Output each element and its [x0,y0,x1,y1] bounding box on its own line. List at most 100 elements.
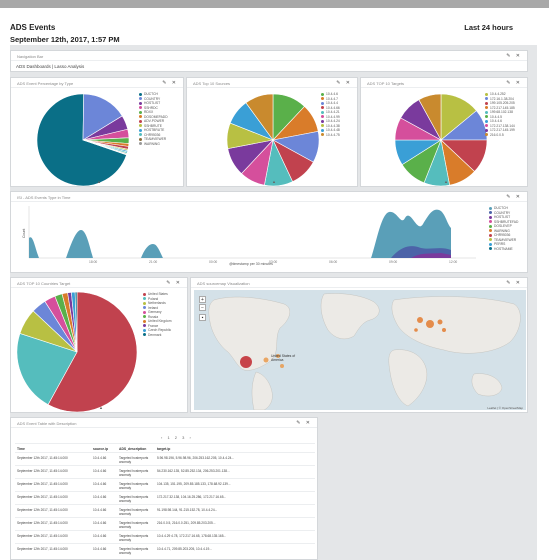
legend-item[interactable]: RDXX [139,110,168,115]
legend-item[interactable]: 172.217.138.144 [485,124,515,129]
legend-item[interactable]: 172.217.145.185 [485,106,515,111]
pie-slice-10-4-4-75[interactable] [245,93,274,141]
legend-item[interactable]: WARNING [489,229,518,234]
col-target[interactable]: target.ip [157,447,171,451]
legend-item[interactable]: 216.0.0.5 [485,133,515,138]
toggle-icon[interactable]: ▲ [97,179,101,184]
table-row[interactable]: September 12th 2017, 11:45:14.000 10.4.4.… [15,478,315,491]
map-marker[interactable] [414,328,418,332]
pagination[interactable]: ‹ 1 2 3 › [161,435,193,440]
legend-item[interactable]: 10.4.4.38 [321,124,340,129]
pie-slice-denmark[interactable] [74,291,78,353]
legend-item[interactable]: France [143,324,171,329]
map-marker[interactable] [442,328,446,332]
fullscreen-icon[interactable]: ▪ [199,314,206,321]
legend-item[interactable]: 172.217.145.199 [485,128,515,133]
legend-item[interactable]: 199.105.205.205 [485,101,515,106]
legend-item[interactable]: 10.4.4.66 [321,106,340,111]
legend-item[interactable]: 10.4.4.24 [321,119,340,124]
edit-icons[interactable]: ✎ ✕ [296,420,312,426]
map-attribution[interactable]: Leaflet | © OpenStreetMap [487,406,523,410]
col-source[interactable]: source.ip [93,447,109,451]
map-marker[interactable] [240,356,252,368]
zoom-out-button[interactable]: − [199,304,206,311]
pie-slice-united-states[interactable] [47,291,138,413]
pie-chart-countries[interactable] [11,288,189,414]
legend-item[interactable]: COUNTRY [489,211,518,216]
legend-item[interactable]: TEAMVIEWER [489,238,518,243]
pie-slice-poland[interactable] [16,333,78,405]
legend-item[interactable]: 199.68.102.138 [485,110,515,115]
edit-icons[interactable]: ✎ ✕ [162,80,178,86]
legend-item[interactable]: 172.16.1.38.204 [485,97,515,102]
map-marker[interactable] [263,357,269,363]
legend-item[interactable]: 10.4.4.7 [321,97,340,102]
legend-item[interactable]: Ireland [143,306,171,311]
map-marker[interactable] [426,320,434,328]
legend-item[interactable]: 10.4.4.6 [485,119,515,124]
legend-item[interactable]: ADV-POWER [139,119,168,124]
legend-item[interactable]: Denmark [143,333,171,338]
legend-item[interactable]: Poland [143,297,171,302]
pie-slice-country[interactable] [82,93,123,141]
pie-chart-targets[interactable] [361,88,529,188]
legend-item[interactable]: 10.4.4.4 [321,101,340,106]
time-range[interactable]: Last 24 hours [464,23,513,32]
legend-item[interactable]: COUNTRY [139,97,168,102]
table-row[interactable]: September 12th 2017, 11:45:14.000 10.4.4.… [15,543,315,556]
legend-item[interactable]: Netherlands [143,301,171,306]
col-time[interactable]: Time [17,447,25,451]
table-row[interactable]: September 12th 2017, 11:45:14.000 10.4.4.… [15,530,315,543]
legend-item[interactable]: 10.4.4.5 [485,115,515,120]
legend-item[interactable]: United Kingdom [143,319,171,324]
legend-item[interactable]: DUCTCH [489,206,518,211]
table-row[interactable]: September 12th 2017, 11:45:14.000 10.4.4.… [15,452,315,465]
legend-item[interactable]: 10.4.4.48 [321,128,340,133]
legend-item[interactable]: 10.4.4.99 [321,115,340,120]
legend-item[interactable]: HOSTNAME [489,247,518,252]
table-row[interactable]: September 12th 2017, 11:45:14.000 10.4.4.… [15,517,315,530]
table-row[interactable]: September 12th 2017, 11:45:14.000 10.4.4.… [15,491,315,504]
pie-slice-ductch[interactable] [36,93,127,187]
legend-item[interactable]: DUCTCH [139,92,168,97]
legend-item[interactable]: HOSTLIST [489,215,518,220]
legend-item[interactable]: Czech Republic [143,328,171,333]
toggle-icon[interactable]: ▲ [99,405,103,410]
legend-item[interactable]: HOSTLIST [139,101,168,106]
toggle-icon[interactable]: ▲ [272,179,276,184]
legend-item[interactable]: United States [143,292,171,297]
map-marker[interactable] [276,354,280,358]
world-map[interactable] [194,290,526,410]
area-chart-time[interactable]: Count @timestamp per 30 minutes [21,204,481,266]
legend-item[interactable]: SSHBRUTE [139,124,168,129]
legend-item[interactable]: CHR95036 [139,133,168,138]
legend-item[interactable]: Germany [143,310,171,315]
edit-icons[interactable]: ✎ ✕ [506,194,522,200]
edit-icons[interactable]: ✎ ✕ [166,280,182,286]
toggle-icon[interactable]: ▲ [444,179,448,184]
edit-icons[interactable]: ✎ ✕ [506,53,522,59]
breadcrumb[interactable]: ADS Dashboards | Lasso Analysis [16,64,85,69]
col-desc[interactable]: ADS_description [119,447,147,451]
legend-item[interactable]: SSHBRUTEFAD [489,220,518,225]
table-row[interactable]: September 12th 2017, 11:45:14.000 10.4.4.… [15,465,315,478]
pie-chart-sources[interactable] [187,88,359,188]
legend-item[interactable]: Russia [143,315,171,320]
legend-item[interactable]: 10.4.4.75 [321,133,340,138]
map-marker[interactable] [437,319,443,325]
legend-item[interactable]: DOSOMEPADD [139,115,168,120]
zoom-in-button[interactable]: + [199,296,206,303]
pie-chart-types[interactable] [11,88,185,188]
edit-icons[interactable]: ✎ ✕ [336,80,352,86]
legend-item[interactable]: 10.4.4.252 [485,92,515,97]
pie-slice-warning[interactable] [82,139,128,156]
table-row[interactable]: September 12th 2017, 11:45:14.000 10.4.4.… [15,504,315,517]
legend-item[interactable]: TEAMVIEWER [139,137,168,142]
map-marker[interactable] [280,364,284,368]
legend-item[interactable]: PERRS [489,242,518,247]
edit-icons[interactable]: ✎ ✕ [506,280,522,286]
map-marker[interactable] [417,317,423,323]
pie-slice-216-0-0-5[interactable] [418,93,442,141]
legend-item[interactable]: DOSLEVEP [489,224,518,229]
legend-item[interactable]: WARNING [139,142,168,147]
